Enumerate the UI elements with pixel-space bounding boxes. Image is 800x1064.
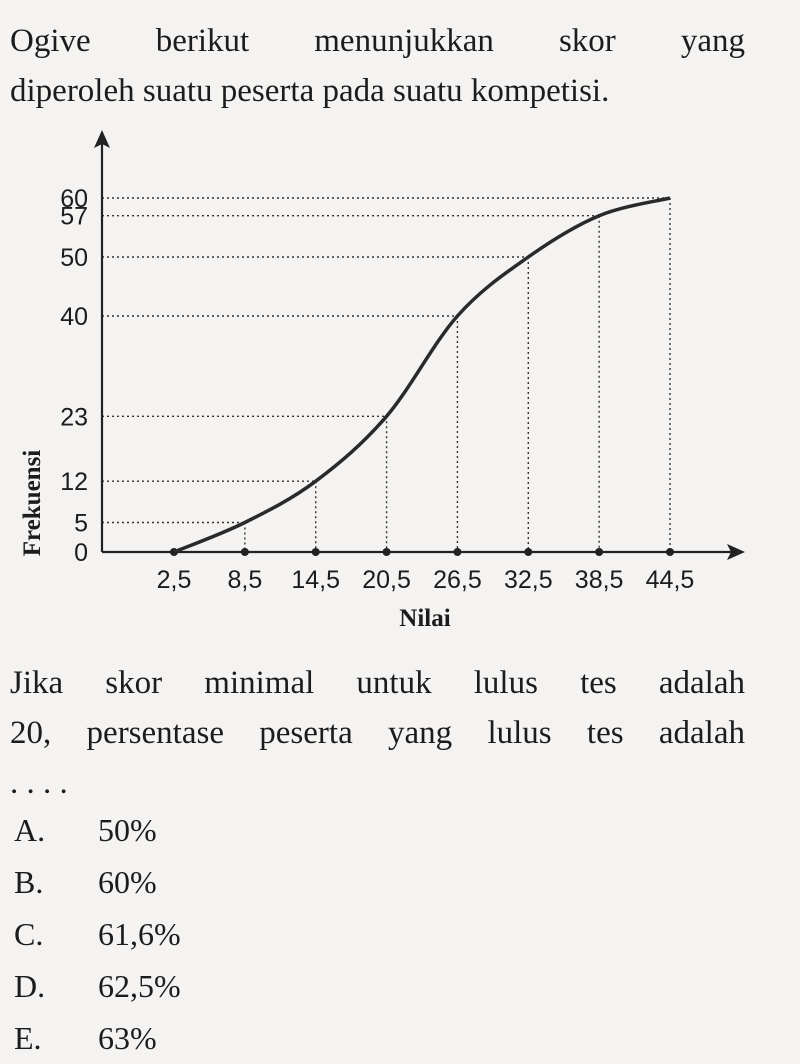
y-tick-label: 57 xyxy=(60,203,88,231)
intro-text: Ogive berikut menunjukkan skor yang dipe… xyxy=(10,16,745,116)
x-tick-label: 32,5 xyxy=(504,566,553,594)
option-e[interactable]: E. 63% xyxy=(14,1016,314,1060)
y-tick-label: 40 xyxy=(60,303,88,331)
data-point xyxy=(666,548,674,556)
y-tick-label: 5 xyxy=(74,510,88,538)
option-a[interactable]: A. 50% xyxy=(14,808,314,852)
option-b-letter: B. xyxy=(14,864,44,900)
x-tick-label: 44,5 xyxy=(646,566,695,594)
intro-line-1: Ogive berikut menunjukkan skor yang xyxy=(10,23,745,59)
y-axis-arrow-icon xyxy=(94,130,110,148)
x-tick-label: 20,5 xyxy=(362,566,411,594)
option-b[interactable]: B. 60% xyxy=(14,860,314,904)
y-tick-label: 23 xyxy=(60,403,88,431)
data-point xyxy=(595,548,604,556)
option-a-text: 50% xyxy=(98,812,157,848)
y-tick-label: 50 xyxy=(60,244,88,272)
y-axis-label: Frekuensi xyxy=(19,450,46,557)
x-tick-label: 38,5 xyxy=(575,566,624,594)
guide-lines xyxy=(102,197,671,552)
option-d-text: 62,5% xyxy=(98,968,181,1004)
x-tick-label: 2,5 xyxy=(157,566,192,594)
question-line-3: . . . . xyxy=(10,765,68,801)
option-c-text: 61,6% xyxy=(98,916,181,952)
question-line-1: Jika skor minimal untuk lulus tes adalah xyxy=(10,665,745,701)
x-axis-label: Nilai xyxy=(399,605,450,632)
axes xyxy=(94,130,745,560)
data-point xyxy=(453,548,462,556)
y-tick-label: 0 xyxy=(74,539,88,567)
option-e-text: 63% xyxy=(98,1020,157,1056)
y-tick-label: 12 xyxy=(60,468,88,496)
option-b-text: 60% xyxy=(98,864,157,900)
ogive-curve xyxy=(173,196,671,554)
x-axis-arrow-icon xyxy=(727,544,745,560)
data-point xyxy=(240,548,249,556)
y-tick-label: 60 xyxy=(60,185,88,213)
data-point xyxy=(311,548,320,556)
data-point xyxy=(524,548,533,556)
option-e-letter: E. xyxy=(14,1020,42,1056)
option-c-letter: C. xyxy=(14,916,44,952)
x-tick-label: 14,5 xyxy=(291,566,340,594)
question-line-2: 20, persentase peserta yang lulus tes ad… xyxy=(10,715,745,751)
option-a-letter: A. xyxy=(14,812,46,848)
option-d-letter: D. xyxy=(14,968,46,1004)
x-tick-label: 8,5 xyxy=(227,566,262,594)
x-tick-label: 26,5 xyxy=(433,566,482,594)
option-c[interactable]: C. 61,6% xyxy=(14,912,314,956)
data-point xyxy=(382,548,391,556)
option-d[interactable]: D. 62,5% xyxy=(14,964,314,1008)
question-text: Jika skor minimal untuk lulus tes adalah… xyxy=(10,658,745,808)
intro-line-2: diperoleh suatu peserta pada suatu kompe… xyxy=(10,73,610,109)
